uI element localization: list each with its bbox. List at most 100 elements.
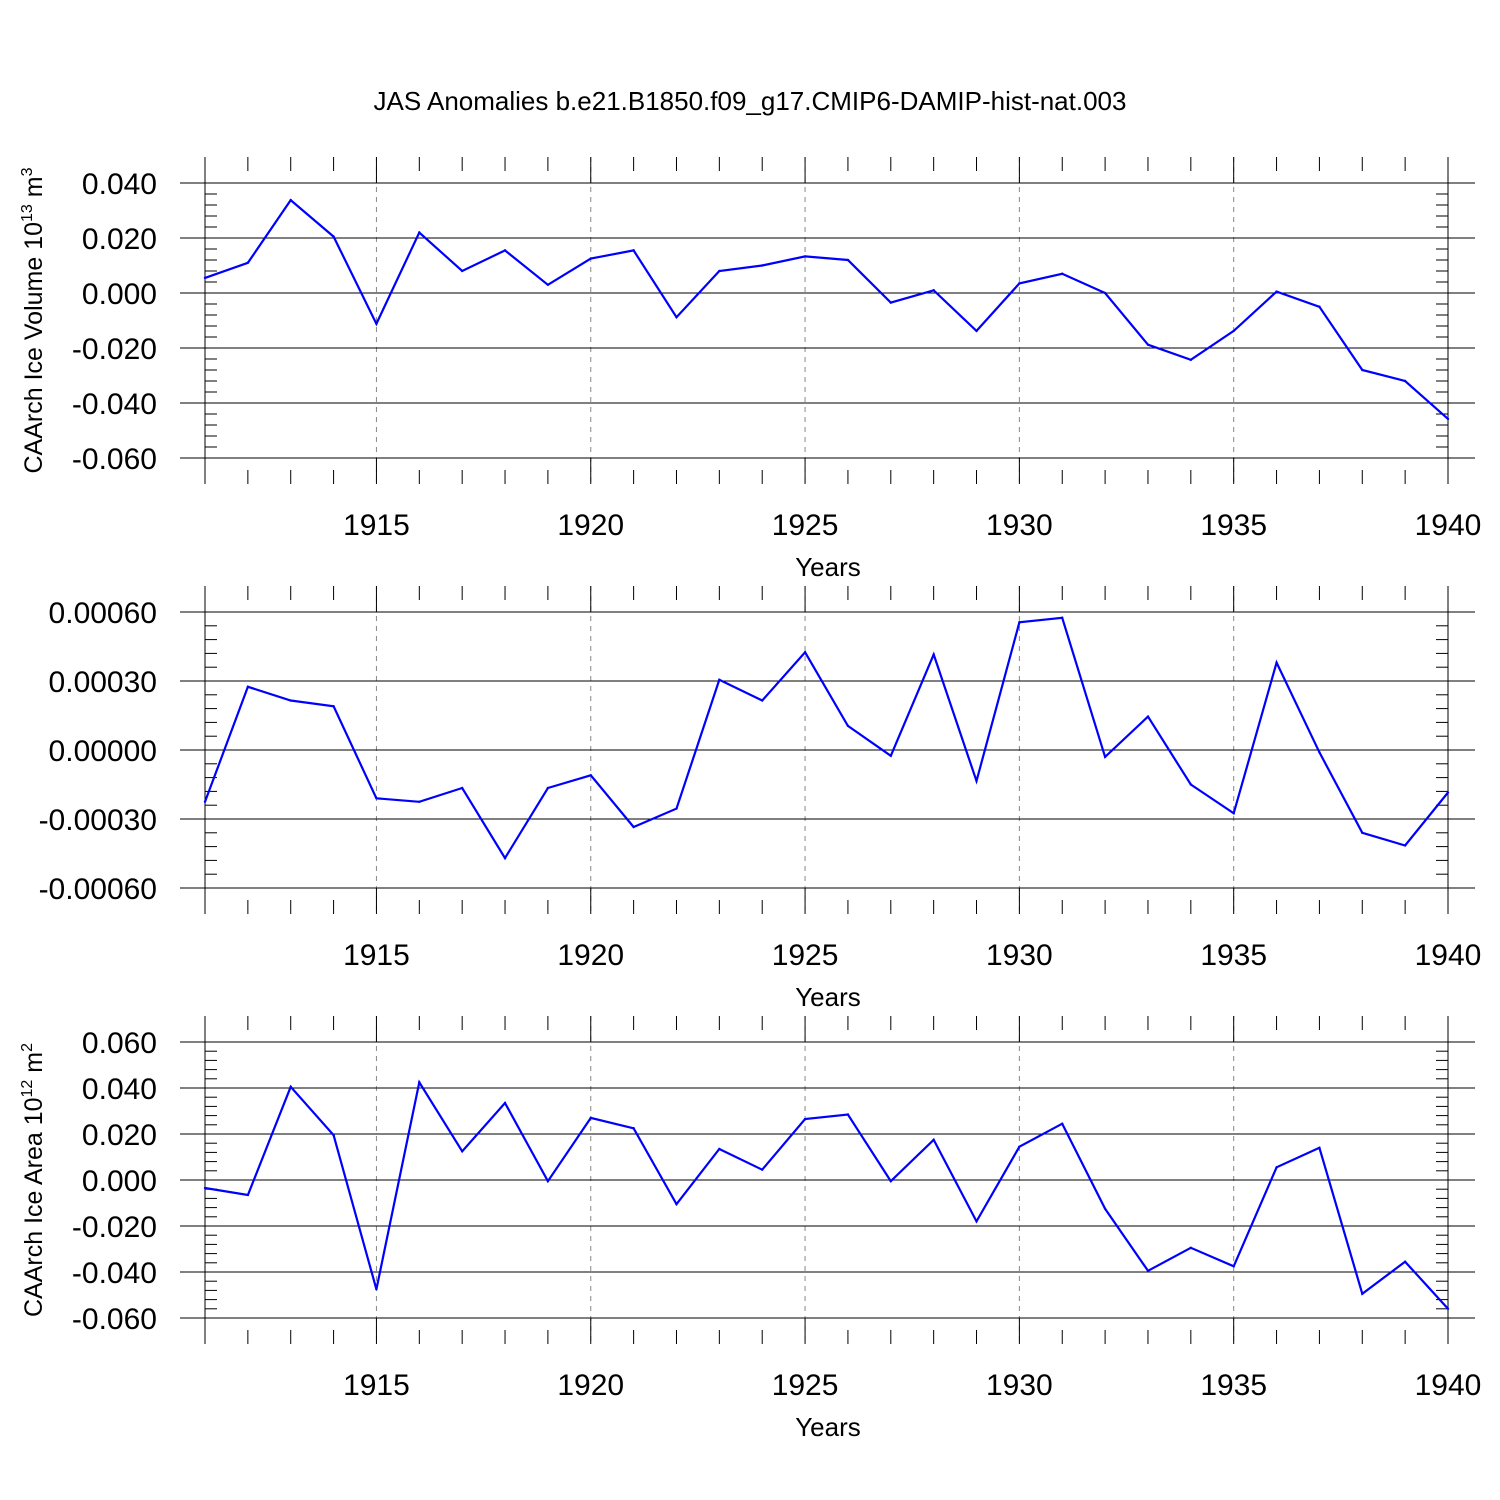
data-point: [889, 1179, 892, 1183]
data-point: [632, 249, 635, 252]
y-axis-label-exp: 13: [19, 204, 36, 222]
data-point: [932, 653, 935, 656]
y-axis-label-unit: m: [20, 176, 48, 204]
data-point: [203, 276, 207, 280]
x-axis-label: Years: [795, 982, 861, 1012]
data-point: [1361, 831, 1364, 834]
data-point: [1232, 329, 1235, 333]
data-point: [889, 301, 892, 304]
data-point: [932, 289, 935, 292]
data-point: [1403, 379, 1407, 383]
data-point: [1275, 290, 1278, 293]
data-point: [975, 779, 978, 783]
data-point: [1018, 282, 1021, 285]
y-tick-label: -0.040: [72, 1257, 157, 1290]
y-tick-label: 0.020: [82, 1119, 157, 1152]
data-point: [1146, 1269, 1150, 1273]
x-tick-label: 1920: [557, 939, 624, 972]
panels: -0.060 -0.040 -0.020 0.000 0.020 0.040 1915 192…: [0, 157, 1481, 1442]
data-point: [1361, 368, 1364, 372]
y-axis-label-text: CAArch Snow Volume 10: [0, 637, 6, 918]
data-point: [460, 269, 464, 273]
data-point: [332, 705, 335, 708]
data-point: [675, 807, 678, 810]
data-point: [1318, 1146, 1321, 1150]
x-tick-label: 1940: [1415, 939, 1482, 972]
data-point: [1018, 621, 1021, 624]
data-point: [1189, 783, 1193, 786]
x-tick-label: 1915: [343, 1369, 410, 1402]
x-tick-label: 1930: [986, 509, 1053, 542]
data-point: [1446, 417, 1450, 421]
data-point: [289, 699, 292, 702]
data-point: [1103, 291, 1107, 295]
data-point: [761, 1168, 764, 1171]
y-tick-label: 0.00060: [49, 597, 157, 630]
y-axis-label: CAArch Ice Volume 1013 m3: [19, 167, 48, 473]
data-point: [675, 316, 678, 319]
data-point: [632, 1127, 635, 1130]
x-tick-label: 1920: [557, 509, 624, 542]
data-point: [589, 774, 592, 777]
y-axis-label-exp: 12: [19, 1080, 36, 1098]
data-point: [332, 1133, 335, 1137]
data-point: [803, 1117, 807, 1121]
data-point: [1403, 844, 1407, 847]
data-point: [846, 724, 850, 728]
y-axis-label: CAArch Ice Area 1012 m2: [19, 1043, 48, 1317]
x-tick-label: 1935: [1200, 509, 1267, 542]
data-point: [203, 1186, 207, 1190]
data-point: [246, 1193, 250, 1197]
y-tick-label: 0.040: [82, 168, 157, 201]
series-line: [203, 616, 1449, 861]
data-point: [975, 329, 978, 333]
x-tick-label: 1940: [1415, 1369, 1482, 1402]
x-tick-label: 1935: [1200, 1369, 1267, 1402]
y-axis-label-unit-exp: 3: [19, 167, 36, 176]
panel-1: -0.060 -0.040 -0.020 0.000 0.020 0.040 1915 192…: [19, 157, 1481, 582]
y-tick-label: 0.000: [82, 1165, 157, 1198]
y-axis-label: CAArch Snow Volume 1013 m3: [0, 582, 6, 917]
series-line: [204, 198, 1449, 420]
data-point: [1275, 1166, 1278, 1169]
x-tick-label: 1930: [986, 1369, 1053, 1402]
x-tick-label: 1925: [772, 939, 839, 972]
data-point: [418, 1081, 421, 1084]
data-point: [846, 258, 850, 262]
data-point: [589, 1116, 592, 1120]
data-point: [675, 1202, 678, 1206]
data-point: [846, 1113, 850, 1116]
y-tick-label: -0.020: [72, 333, 157, 366]
y-axis-label-unit: m: [20, 1052, 48, 1080]
data-point: [1018, 1145, 1021, 1148]
data-point: [503, 1101, 507, 1105]
x-axis-label: Years: [795, 1412, 861, 1442]
y-tick-label: -0.00030: [39, 804, 157, 837]
data-point: [289, 1085, 292, 1089]
data-point: [718, 678, 721, 682]
data-point: [203, 800, 207, 803]
data-point: [1446, 791, 1450, 794]
data-point: [1318, 751, 1321, 754]
y-axis-label-unit: m: [0, 591, 6, 619]
x-tick-label: 1915: [343, 509, 410, 542]
panel-2: -0.00060 -0.00030 0.00000 0.00030 0.00060 191…: [0, 582, 1482, 1012]
data-point: [375, 797, 378, 800]
x-tick-label: 1925: [772, 1369, 839, 1402]
data-point: [1103, 1207, 1107, 1210]
data-point: [546, 1179, 550, 1183]
data-point: [975, 1220, 978, 1223]
x-tick-label: 1930: [986, 939, 1053, 972]
y-tick-label: -0.060: [72, 1303, 157, 1336]
y-tick-label: 0.020: [82, 223, 157, 256]
x-tick-label: 1940: [1415, 509, 1482, 542]
data-point: [803, 255, 807, 258]
y-tick-label: 0.00030: [49, 666, 157, 699]
data-point: [1061, 1122, 1064, 1125]
y-tick-label: 0.060: [82, 1027, 157, 1060]
y-tick-label: -0.040: [72, 388, 157, 421]
data-point: [418, 800, 421, 803]
data-point: [503, 856, 507, 860]
data-point: [718, 1147, 721, 1151]
